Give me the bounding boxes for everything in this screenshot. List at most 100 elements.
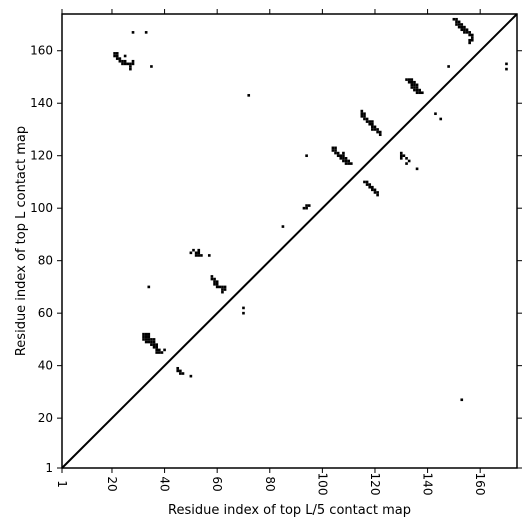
contact-point xyxy=(194,254,198,257)
contact-point xyxy=(363,180,366,184)
contact-point xyxy=(302,206,306,210)
contact-point xyxy=(197,248,201,252)
contact-point xyxy=(363,112,366,116)
contact-point xyxy=(305,204,308,207)
contact-point xyxy=(147,285,151,289)
contact-point xyxy=(405,162,408,165)
contact-point xyxy=(363,115,366,118)
contact-point xyxy=(113,54,116,58)
contact-point xyxy=(344,159,348,163)
contact-point xyxy=(129,65,132,68)
contact-point xyxy=(118,57,122,60)
contact-point xyxy=(197,254,201,257)
contact-point xyxy=(218,285,222,289)
contact-point xyxy=(339,154,343,158)
contact-point xyxy=(365,183,369,186)
contact-point xyxy=(142,338,145,341)
contact-point xyxy=(342,157,345,160)
contact-point xyxy=(215,282,219,286)
contact-point xyxy=(123,59,127,63)
contact-point xyxy=(131,59,135,63)
contact-point xyxy=(413,86,416,89)
contact-point xyxy=(376,193,379,197)
contact-point xyxy=(371,188,374,192)
contact-point xyxy=(144,31,148,34)
contact-point xyxy=(331,149,335,152)
contact-point xyxy=(399,154,403,158)
contact-point xyxy=(189,374,193,378)
x-tick-label: 100 xyxy=(315,473,329,496)
contact-point xyxy=(457,25,461,29)
contact-point xyxy=(179,372,182,375)
contact-point xyxy=(155,345,158,349)
contact-point xyxy=(365,120,369,123)
contact-point xyxy=(470,36,474,39)
contact-point xyxy=(129,62,132,66)
x-tick-label: 80 xyxy=(263,476,277,491)
contact-point xyxy=(468,41,471,45)
contact-point xyxy=(505,62,508,66)
contact-point xyxy=(418,91,421,95)
contact-point xyxy=(378,130,382,134)
contact-point xyxy=(455,20,458,24)
contact-point xyxy=(457,20,461,24)
contact-point xyxy=(123,62,127,66)
contact-point xyxy=(342,159,345,163)
contact-point xyxy=(181,372,185,375)
contact-point xyxy=(373,191,377,194)
contact-point xyxy=(305,206,308,210)
x-tick-label: 20 xyxy=(105,476,119,491)
contact-point xyxy=(418,88,421,92)
contact-point xyxy=(176,369,180,373)
contact-point xyxy=(460,25,464,29)
contact-point xyxy=(131,62,135,66)
contact-point xyxy=(457,23,461,26)
y-tick-label: 120 xyxy=(30,149,53,163)
contact-point xyxy=(342,154,345,158)
contact-point xyxy=(176,366,180,370)
plot-frame xyxy=(61,13,518,469)
contact-point xyxy=(115,54,119,58)
contact-point xyxy=(460,23,464,26)
contact-point xyxy=(163,348,166,352)
contact-point xyxy=(410,78,414,81)
contact-point xyxy=(376,130,379,134)
contact-point xyxy=(221,285,224,289)
contact-point xyxy=(505,67,508,71)
contact-point xyxy=(368,185,372,189)
contact-point xyxy=(194,251,198,255)
contact-point xyxy=(242,311,245,315)
contact-point xyxy=(158,351,161,354)
contact-point xyxy=(447,65,450,68)
contact-point xyxy=(215,285,219,289)
contact-point xyxy=(144,335,148,339)
contact-point xyxy=(126,62,130,66)
contact-point xyxy=(363,117,366,121)
contact-point xyxy=(360,112,364,116)
contact-point xyxy=(410,86,414,89)
contact-point xyxy=(334,146,337,150)
y-tick-label: 160 xyxy=(30,44,53,58)
contact-point xyxy=(197,251,201,255)
contact-point xyxy=(465,31,469,34)
contact-point xyxy=(336,154,340,158)
y-tick-label: 40 xyxy=(38,359,53,373)
contact-point xyxy=(468,31,471,34)
contact-point xyxy=(113,52,116,55)
contact-point xyxy=(468,33,471,37)
contact-point xyxy=(129,67,132,71)
contact-point xyxy=(144,332,148,336)
contact-point xyxy=(223,285,227,289)
x-tick-label: 1 xyxy=(55,480,69,488)
contact-point xyxy=(155,348,158,352)
contact-point xyxy=(402,154,406,158)
contact-point xyxy=(131,31,135,34)
contact-point xyxy=(189,251,193,255)
contact-point xyxy=(344,162,348,165)
contact-point xyxy=(115,57,119,60)
contact-point xyxy=(334,151,337,155)
contact-point xyxy=(142,332,145,336)
contact-point xyxy=(307,204,311,207)
contact-point xyxy=(405,78,408,81)
contact-point xyxy=(121,59,124,63)
